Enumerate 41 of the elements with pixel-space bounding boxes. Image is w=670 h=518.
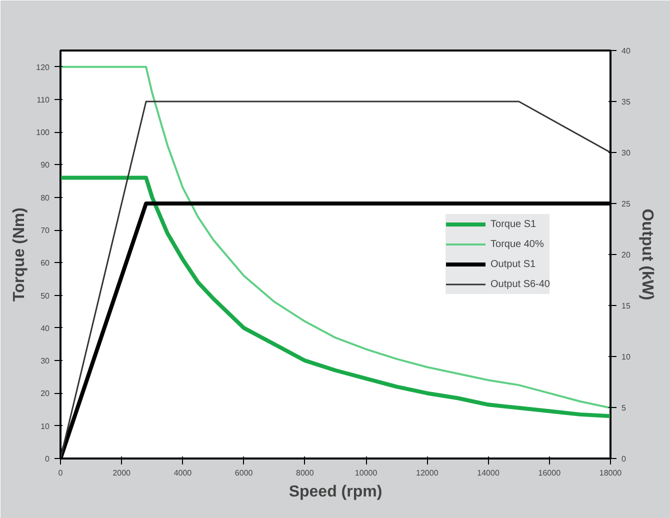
y2-tick-label: 10 xyxy=(622,352,631,362)
legend-label: Output S1 xyxy=(490,258,536,270)
y-tick-label: 120 xyxy=(36,62,50,72)
x-axis-title: Speed (rpm) xyxy=(288,484,382,500)
x-tick-label: 8000 xyxy=(296,468,314,478)
legend-label: Torque 40% xyxy=(490,238,544,250)
y2-tick-label: 5 xyxy=(622,404,626,412)
line-series xyxy=(60,66,610,409)
y-tick-label: 70 xyxy=(40,226,50,236)
y-tick-label: 20 xyxy=(40,389,50,398)
y-tick-label: 50 xyxy=(40,291,50,300)
y2-tick-label: 30 xyxy=(622,148,631,158)
x-tick-label: 4000 xyxy=(174,468,192,478)
y-tick-label: 40 xyxy=(40,324,50,333)
y-tick-label: 60 xyxy=(40,258,50,268)
y2-tick-label: 40 xyxy=(622,46,631,56)
x-tick-label: 2000 xyxy=(112,468,132,478)
x-tick-label: 16000 xyxy=(538,468,562,478)
y-tick-label: 80 xyxy=(40,193,50,202)
x-tick-label: 10000 xyxy=(354,468,378,478)
x-tick-label: 0 xyxy=(58,468,64,478)
y2-tick-label: 15 xyxy=(622,302,631,310)
y-axis-title: Torque (Nm) xyxy=(11,208,28,302)
x-tick-label: 18000 xyxy=(599,468,622,478)
x-tick-label: 12000 xyxy=(416,468,439,478)
y-tick-label: 110 xyxy=(36,95,50,104)
y-tick-label: 90 xyxy=(40,160,50,170)
y-tick-label: 30 xyxy=(40,356,50,366)
x-tick-label: 14000 xyxy=(477,468,500,478)
y-tick-label: 10 xyxy=(40,422,50,431)
y2-tick-label: 35 xyxy=(622,98,631,106)
y2-axis-title: Output (kW) xyxy=(638,208,656,300)
y-tick-label: 100 xyxy=(36,128,50,138)
y2-tick-label: 0 xyxy=(622,454,626,464)
line-series xyxy=(60,176,610,418)
x-tick-label: 6000 xyxy=(234,468,254,478)
y-tick-label: 0 xyxy=(45,454,50,464)
y2-tick-label: 20 xyxy=(622,250,631,260)
legend-label: Torque S1 xyxy=(490,218,536,230)
legend-label: Output S6-40 xyxy=(490,278,550,290)
y2-tick-label: 25 xyxy=(622,200,631,208)
